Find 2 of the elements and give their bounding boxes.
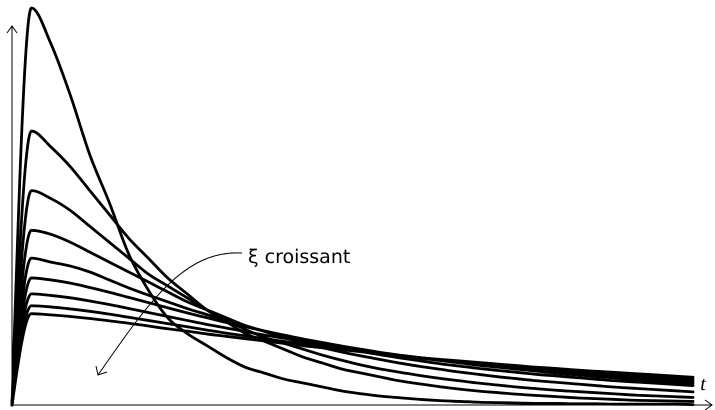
annotation: ξ croissant [248,246,350,268]
x-axis-title: t [700,373,706,395]
